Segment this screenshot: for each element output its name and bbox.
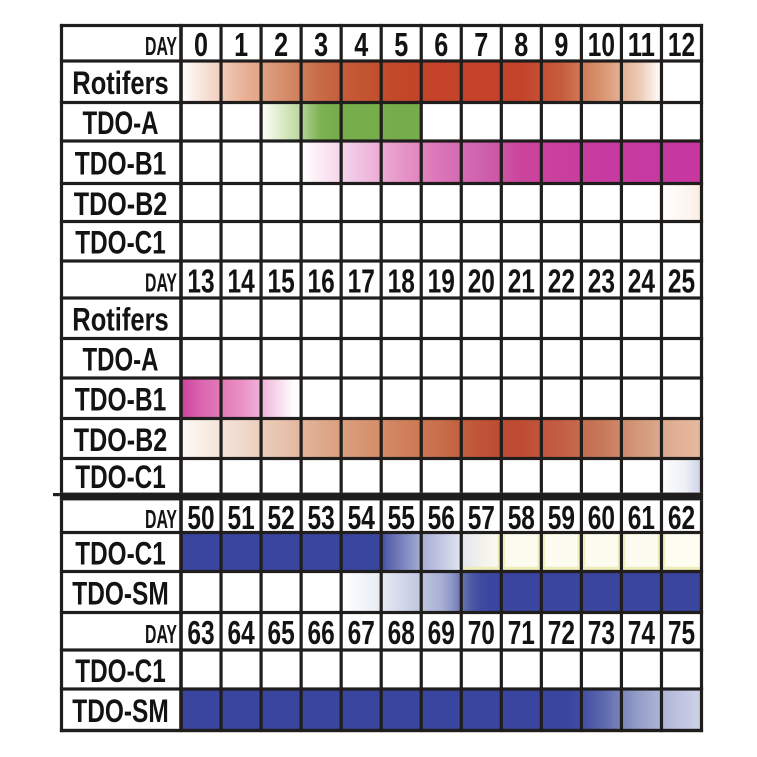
svg-text:66: 66 bbox=[308, 615, 335, 652]
svg-text:TDO-A: TDO-A bbox=[83, 105, 159, 141]
svg-text:18: 18 bbox=[388, 263, 415, 300]
svg-text:TDO-C1: TDO-C1 bbox=[75, 225, 166, 261]
svg-text:57: 57 bbox=[468, 500, 495, 537]
svg-text:52: 52 bbox=[268, 500, 295, 537]
svg-text:TDO-B2: TDO-B2 bbox=[74, 186, 168, 222]
svg-text:DAY: DAY bbox=[145, 506, 177, 534]
svg-text:6: 6 bbox=[434, 27, 448, 64]
svg-text:3: 3 bbox=[314, 27, 328, 64]
svg-text:DAY: DAY bbox=[145, 33, 177, 61]
svg-text:TDO-B1: TDO-B1 bbox=[75, 146, 167, 182]
svg-text:TDO-A: TDO-A bbox=[83, 342, 159, 378]
svg-text:1: 1 bbox=[234, 27, 248, 64]
svg-text:TDO-SM: TDO-SM bbox=[72, 575, 169, 611]
svg-text:9: 9 bbox=[554, 27, 568, 64]
svg-text:60: 60 bbox=[588, 500, 615, 537]
svg-text:71: 71 bbox=[508, 615, 535, 652]
svg-text:TDO-C1: TDO-C1 bbox=[75, 459, 166, 495]
svg-text:50: 50 bbox=[187, 500, 214, 537]
svg-text:67: 67 bbox=[348, 615, 375, 652]
svg-text:TDO-C1: TDO-C1 bbox=[75, 535, 166, 571]
svg-text:TDO-SM: TDO-SM bbox=[72, 693, 169, 729]
svg-text:54: 54 bbox=[348, 500, 375, 537]
svg-text:5: 5 bbox=[394, 27, 408, 64]
svg-text:75: 75 bbox=[668, 615, 695, 652]
svg-text:68: 68 bbox=[388, 615, 415, 652]
svg-text:51: 51 bbox=[228, 500, 255, 537]
svg-text:0: 0 bbox=[194, 27, 208, 64]
svg-text:56: 56 bbox=[428, 500, 455, 537]
svg-text:65: 65 bbox=[268, 615, 295, 652]
svg-text:12: 12 bbox=[668, 27, 695, 64]
svg-text:74: 74 bbox=[628, 615, 655, 652]
svg-text:70: 70 bbox=[468, 615, 495, 652]
svg-text:TDO-C1: TDO-C1 bbox=[75, 653, 166, 689]
svg-text:16: 16 bbox=[308, 263, 335, 300]
svg-text:73: 73 bbox=[588, 615, 615, 652]
svg-text:14: 14 bbox=[228, 263, 255, 300]
svg-text:69: 69 bbox=[428, 615, 455, 652]
svg-text:TDO-B2: TDO-B2 bbox=[74, 422, 168, 458]
svg-text:DAY: DAY bbox=[145, 269, 177, 297]
svg-text:59: 59 bbox=[548, 500, 575, 537]
svg-text:20: 20 bbox=[468, 263, 495, 300]
svg-text:55: 55 bbox=[388, 500, 415, 537]
svg-text:21: 21 bbox=[508, 263, 535, 300]
svg-text:72: 72 bbox=[548, 615, 575, 652]
svg-text:13: 13 bbox=[187, 263, 214, 300]
svg-text:DAY: DAY bbox=[145, 621, 177, 649]
svg-text:24: 24 bbox=[628, 263, 655, 300]
svg-text:Rotifers: Rotifers bbox=[72, 302, 169, 338]
svg-text:64: 64 bbox=[228, 615, 255, 652]
svg-text:62: 62 bbox=[668, 500, 695, 537]
svg-text:17: 17 bbox=[348, 263, 375, 300]
svg-text:15: 15 bbox=[268, 263, 295, 300]
svg-text:23: 23 bbox=[588, 263, 615, 300]
svg-text:19: 19 bbox=[428, 263, 455, 300]
svg-text:Rotifers: Rotifers bbox=[72, 65, 169, 101]
svg-text:TDO-B1: TDO-B1 bbox=[75, 382, 167, 418]
svg-text:25: 25 bbox=[668, 263, 695, 300]
svg-text:10: 10 bbox=[588, 27, 615, 64]
svg-text:22: 22 bbox=[548, 263, 575, 300]
svg-text:58: 58 bbox=[508, 500, 535, 537]
svg-text:8: 8 bbox=[514, 27, 528, 64]
svg-text:2: 2 bbox=[274, 27, 288, 64]
svg-text:11: 11 bbox=[628, 27, 655, 64]
svg-text:53: 53 bbox=[308, 500, 335, 537]
svg-text:63: 63 bbox=[187, 615, 214, 652]
svg-text:7: 7 bbox=[474, 27, 488, 64]
svg-text:4: 4 bbox=[354, 27, 368, 64]
svg-text:61: 61 bbox=[628, 500, 655, 537]
